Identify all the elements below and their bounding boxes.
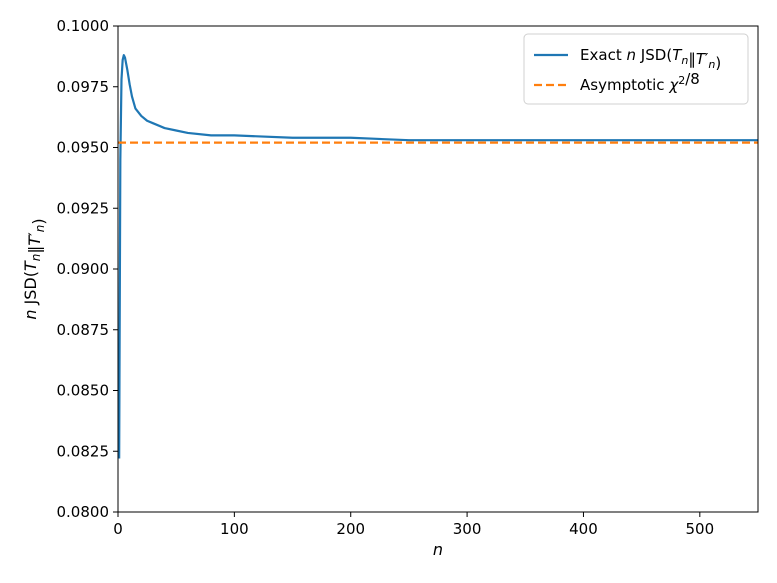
y-tick-label: 0.0850 [57, 382, 110, 400]
y-tick-label: 0.0900 [57, 260, 110, 278]
y-tick-label: 0.0925 [57, 199, 110, 217]
legend-box [523, 33, 749, 105]
x-axis-title: n [433, 540, 443, 559]
x-tick-label: 0 [113, 520, 123, 538]
legend-label: Exact n JSD(Tn‖T′n) [580, 46, 721, 72]
x-tick-label: 100 [220, 520, 249, 538]
y-tick-label: 0.0825 [57, 442, 110, 460]
plot-area [118, 54, 758, 459]
y-axis-title: n JSD(Tn‖T′n) [21, 218, 48, 319]
x-tick-label: 500 [685, 520, 714, 538]
y-tick-label: 0.0800 [57, 503, 110, 521]
series-line-1 [118, 54, 758, 459]
x-tick-label: 200 [336, 520, 365, 538]
x-axis: 0 100 200 300 400 500 [113, 512, 714, 538]
legend: Exact n JSD(Tn‖T′n)Asymptotic χ2/8 [523, 33, 749, 105]
y-axis: 0.0800 0.0825 0.0850 0.0875 0.0900 0.0925 0.09… [57, 17, 118, 521]
legend-label: Asymptotic χ2/8 [580, 70, 700, 94]
axis-titles: n n JSD(Tn‖T′n) [21, 218, 443, 559]
y-tick-label: 0.0950 [57, 139, 110, 157]
y-tick-label: 0.1000 [57, 17, 110, 35]
x-tick-label: 400 [569, 520, 598, 538]
x-tick-label: 300 [453, 520, 482, 538]
y-tick-label: 0.0975 [57, 78, 110, 96]
y-tick-label: 0.0875 [57, 321, 110, 339]
